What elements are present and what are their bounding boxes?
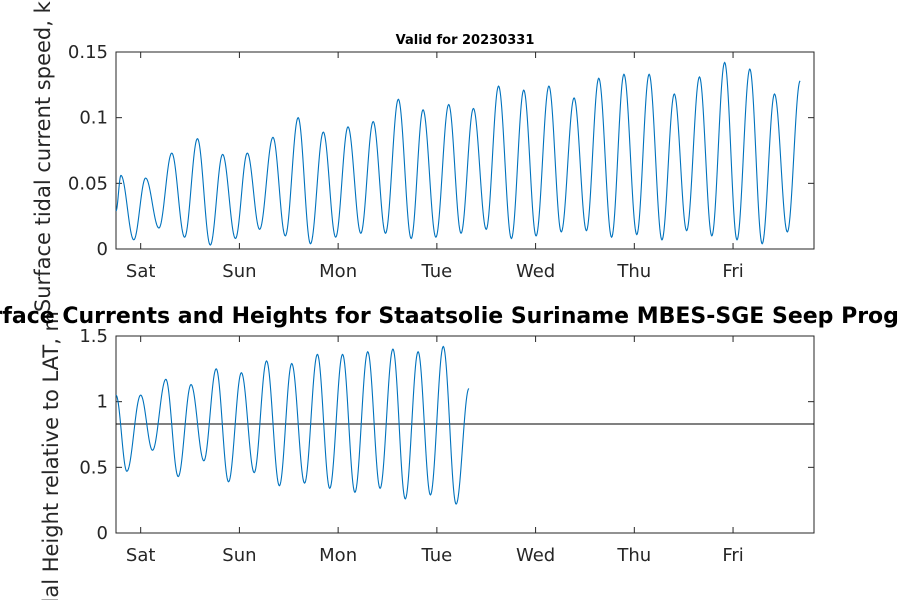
current-x-tick-label: Sat [126, 261, 156, 282]
current-x-tick-label: Mon [319, 261, 357, 282]
current-speed-series-line [115, 61, 801, 246]
height-x-tick-label: Mon [319, 545, 357, 566]
height-x-tick-label: Tue [420, 545, 452, 566]
height-x-tick-label: Fri [722, 545, 743, 566]
height-y-tick-label: 0.5 [79, 457, 108, 478]
current-y-ticks: 0 0.05 0.1 0.15 [68, 42, 814, 260]
current-y-tick-label: 0.1 [79, 108, 108, 129]
main-chart-title: Surface Currents and Heights for Staatso… [0, 304, 900, 329]
tidal-height-series-line [115, 345, 470, 505]
height-y-ticks: 0 0.5 1 1.5 [79, 326, 814, 544]
current-x-tick-label: Tue [420, 261, 452, 282]
tidal-height-panel: 0 0.5 1 1.5 Sat Sun Mon Tue Wed Thu Fri Tidal Hei… [39, 311, 815, 600]
current-chart-title: Valid for 20230331 [396, 33, 535, 48]
height-y-tick-label: 0 [97, 523, 108, 544]
current-y-tick-label: 0.05 [68, 173, 108, 194]
current-x-tick-label: Thu [616, 261, 651, 282]
tidal-height-y-axis-label: Tidal Height relative to LAT, m [39, 311, 63, 600]
height-x-tick-label: Thu [616, 545, 651, 566]
current-x-tick-label: Fri [722, 261, 743, 282]
height-x-tick-label: Sun [222, 545, 256, 566]
current-x-tick-label: Sun [222, 261, 256, 282]
current-x-ticks: Sat Sun Mon Tue Wed Thu Fri [126, 52, 744, 282]
current-x-tick-label: Wed [516, 261, 555, 282]
current-y-axis-label: Surface tidal current speed, kn [31, 0, 55, 312]
height-x-ticks: Sat Sun Mon Tue Wed Thu Fri [126, 336, 744, 566]
height-y-tick-label: 1.5 [79, 326, 108, 347]
current-y-tick-label: 0.15 [68, 42, 108, 63]
height-plot-area [115, 335, 815, 534]
current-speed-panel: 0 0.05 0.1 0.15 Sat Sun Mon Tue Wed Thu Fri Valid… [31, 0, 815, 312]
current-y-tick-label: 0 [97, 239, 108, 260]
height-y-tick-label: 1 [97, 392, 108, 413]
height-x-tick-label: Sat [126, 545, 156, 566]
height-x-tick-label: Wed [516, 545, 555, 566]
